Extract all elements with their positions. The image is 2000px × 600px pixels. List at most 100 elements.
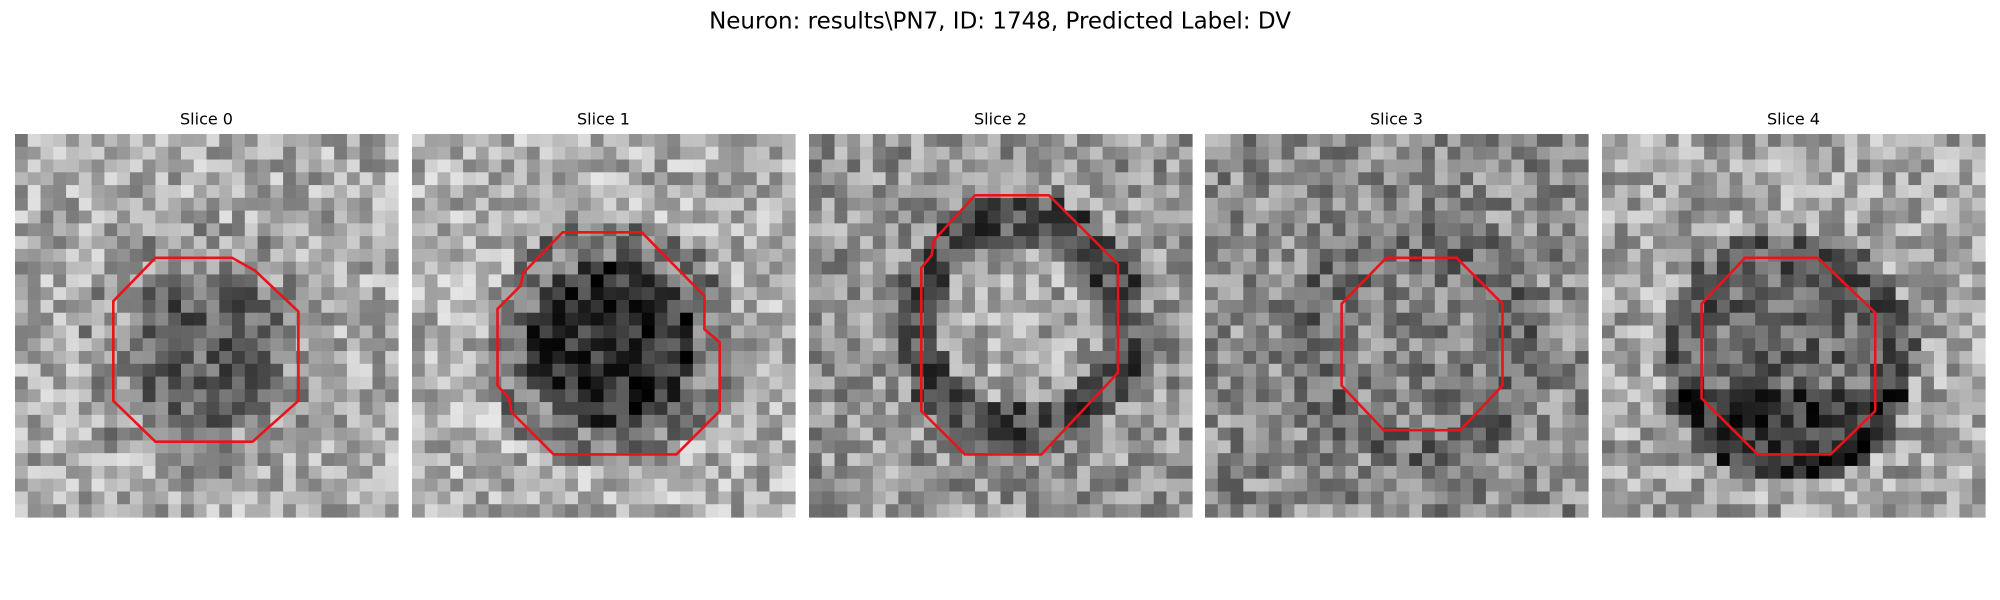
pixel xyxy=(1870,159,1884,173)
pixel xyxy=(1166,325,1180,339)
pixel xyxy=(283,389,297,403)
pixel xyxy=(936,325,951,339)
pixel xyxy=(782,299,796,314)
pixel xyxy=(1653,248,1667,263)
pixel xyxy=(962,159,976,173)
pixel xyxy=(91,338,105,352)
pixel xyxy=(718,427,732,441)
pixel xyxy=(1230,236,1244,250)
pixel xyxy=(308,478,322,493)
pixel xyxy=(654,312,668,327)
pixel xyxy=(1972,363,1986,378)
pixel xyxy=(1524,197,1538,212)
pixel xyxy=(168,427,182,441)
pixel xyxy=(885,134,899,148)
pixel xyxy=(1614,402,1629,416)
pixel xyxy=(923,172,938,186)
pixel xyxy=(1396,338,1410,352)
pixel xyxy=(372,185,386,199)
pixel xyxy=(1549,287,1564,301)
pixel xyxy=(1653,325,1667,339)
pixel xyxy=(1115,402,1129,416)
pixel xyxy=(1307,478,1321,493)
pixel xyxy=(1729,223,1744,237)
pixel xyxy=(1434,338,1449,352)
pixel xyxy=(1383,478,1398,493)
pixel xyxy=(117,146,131,161)
pixel xyxy=(705,504,719,518)
pixel xyxy=(1627,351,1641,365)
pixel xyxy=(769,299,783,314)
pixel xyxy=(1729,134,1744,148)
pixel xyxy=(1409,274,1423,288)
pixel xyxy=(206,223,220,237)
pixel xyxy=(1831,402,1846,416)
pixel xyxy=(1473,440,1487,454)
pixel xyxy=(1332,287,1347,301)
pixel xyxy=(283,159,297,173)
pixel xyxy=(1959,248,1973,263)
pixel xyxy=(1959,223,1973,237)
pixel xyxy=(1153,287,1168,301)
pixel xyxy=(270,325,284,339)
pixel xyxy=(705,478,719,493)
pixel xyxy=(1549,325,1564,339)
pixel xyxy=(1128,427,1142,441)
pixel xyxy=(577,338,592,352)
pixel xyxy=(1422,325,1436,339)
pixel xyxy=(1140,376,1155,390)
pixel xyxy=(1205,478,1219,493)
pixel xyxy=(1345,223,1359,237)
pixel xyxy=(1857,159,1871,173)
pixel xyxy=(295,491,310,505)
pixel xyxy=(743,185,758,199)
pixel xyxy=(923,146,938,161)
pixel xyxy=(372,351,386,365)
pixel xyxy=(475,287,490,301)
pixel xyxy=(616,440,630,454)
pixel xyxy=(526,210,541,224)
pixel xyxy=(283,478,297,493)
pixel xyxy=(346,465,361,480)
pixel xyxy=(346,299,361,314)
pixel xyxy=(219,185,233,199)
pixel xyxy=(321,325,335,339)
pixel xyxy=(1396,402,1410,416)
pixel xyxy=(385,236,399,250)
pixel xyxy=(1562,172,1576,186)
pixel xyxy=(705,185,719,199)
pixel xyxy=(1640,491,1654,505)
pixel xyxy=(1102,134,1116,148)
pixel xyxy=(346,185,361,199)
pixel xyxy=(1614,185,1629,199)
pixel xyxy=(372,236,386,250)
pixel xyxy=(1089,287,1104,301)
pixel xyxy=(104,351,118,365)
pixel xyxy=(577,325,592,339)
pixel xyxy=(1370,389,1385,403)
pixel xyxy=(1640,402,1654,416)
pixel xyxy=(1819,491,1833,505)
pixel xyxy=(155,172,169,186)
pixel xyxy=(923,453,938,467)
pixel xyxy=(1396,504,1410,518)
pixel xyxy=(1026,351,1040,365)
pixel xyxy=(385,248,399,263)
pixel xyxy=(616,134,630,148)
pixel xyxy=(860,440,874,454)
pixel xyxy=(412,504,426,518)
pixel xyxy=(526,376,541,390)
pixel xyxy=(359,504,374,518)
pixel xyxy=(488,236,502,250)
pixel xyxy=(949,427,963,441)
pixel xyxy=(962,248,976,263)
pixel xyxy=(1536,440,1551,454)
pixel xyxy=(1447,363,1461,378)
pixel xyxy=(923,402,938,416)
pixel xyxy=(898,248,912,263)
pixel xyxy=(1140,351,1155,365)
pixel xyxy=(1205,185,1219,199)
pixel xyxy=(1243,223,1257,237)
pixel xyxy=(1819,363,1833,378)
pixel xyxy=(1536,185,1551,199)
